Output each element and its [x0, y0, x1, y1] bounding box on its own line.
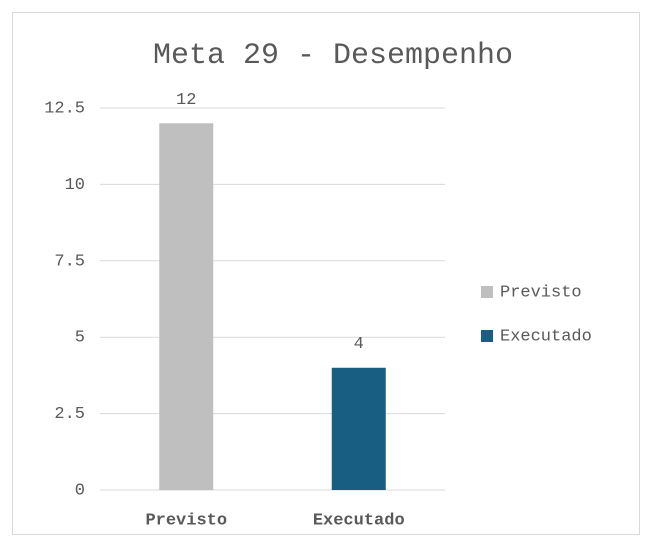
y-tick-label: 5 — [75, 329, 85, 348]
y-tick-label: 7.5 — [54, 252, 85, 271]
data-label: 4 — [354, 335, 364, 354]
legend-swatch — [481, 330, 493, 342]
x-tick-label: Executado — [313, 511, 405, 530]
y-tick-label: 12.5 — [44, 99, 85, 118]
y-tick-label: 10 — [65, 176, 85, 195]
legend-label: Previsto — [500, 283, 582, 302]
bar — [159, 123, 214, 490]
chart-title: Meta 29 - Desempenho — [153, 39, 513, 73]
data-label: 12 — [176, 91, 196, 110]
bar — [331, 367, 386, 490]
y-tick-label: 0 — [75, 481, 85, 500]
chart-border — [12, 12, 640, 535]
x-tick-label: Previsto — [145, 511, 227, 530]
y-tick-label: 2.5 — [54, 405, 85, 424]
legend-swatch — [481, 286, 493, 298]
legend-label: Executado — [500, 327, 592, 346]
